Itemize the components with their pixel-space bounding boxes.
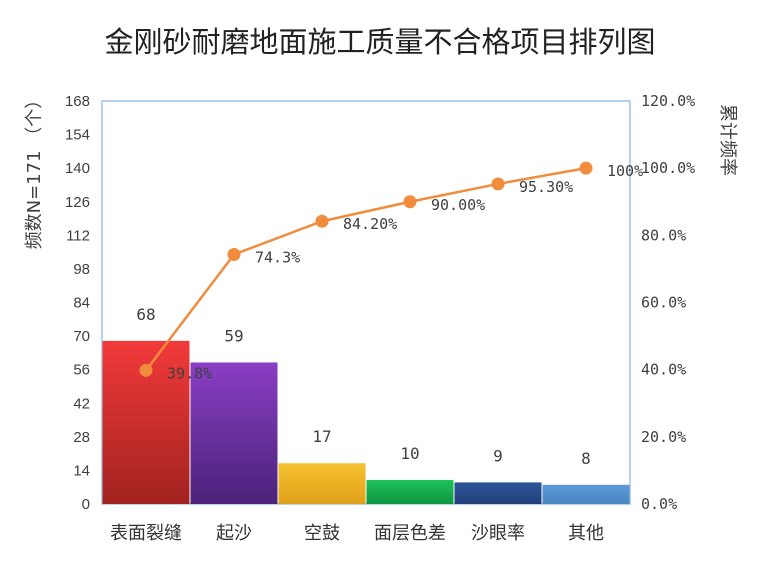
cumulative-point — [403, 195, 417, 209]
y2-tick-label: 40.0% — [641, 361, 686, 379]
y-tick-label: 98 — [73, 261, 90, 278]
y-tick-label: 112 — [66, 227, 90, 244]
cumulative-point — [139, 363, 153, 377]
bar-value-label: 59 — [224, 326, 243, 345]
percent-label: 84.20% — [343, 215, 397, 233]
category-label: 沙眼率 — [471, 523, 525, 544]
percent-label: 95.30% — [519, 178, 573, 196]
y2-axis-title: 累计频率 — [717, 104, 738, 176]
category-label: 表面裂缝 — [110, 523, 182, 544]
bar-value-label: 10 — [400, 444, 419, 463]
y-tick-label: 84 — [73, 295, 90, 312]
percent-label: 100% — [607, 162, 643, 180]
bar — [190, 362, 278, 504]
y-tick-label: 154 — [65, 127, 90, 144]
y-tick-label: 42 — [73, 395, 90, 412]
y-axis-title: 频数N=171 （个） — [24, 91, 45, 250]
y2-tick-label: 20.0% — [641, 428, 686, 446]
bar-value-label: 17 — [312, 427, 331, 446]
y-tick-label: 126 — [65, 194, 90, 211]
bar — [454, 482, 542, 504]
cumulative-point — [315, 214, 329, 228]
y-tick-label: 140 — [65, 160, 90, 177]
y2-tick-label: 80.0% — [641, 226, 686, 244]
bar — [366, 480, 454, 504]
cumulative-point — [491, 177, 505, 191]
category-label: 面层色差 — [374, 523, 446, 544]
percent-label: 90.00% — [431, 196, 485, 214]
bar — [278, 463, 366, 504]
bar-value-label: 8 — [581, 449, 591, 468]
cumulative-line — [145, 166, 587, 372]
percent-label: 39.8% — [167, 364, 212, 382]
percent-label: 74.3% — [255, 248, 300, 266]
y2-tick-label: 0.0% — [641, 495, 677, 513]
plot-frame — [101, 100, 631, 505]
cumulative-point — [227, 247, 241, 261]
cumulative-point — [579, 161, 593, 175]
y-tick-label: 0 — [82, 496, 90, 513]
y-tick-label: 70 — [73, 328, 90, 345]
chart-title: 金刚砂耐磨地面施工质量不合格项目排列图 — [104, 25, 655, 59]
category-label: 其他 — [568, 523, 604, 544]
y-tick-label: 168 — [65, 93, 90, 110]
y-tick-label: 14 — [73, 462, 90, 479]
y-tick-label: 56 — [73, 362, 90, 379]
bar-value-label: 68 — [136, 305, 155, 324]
bar — [542, 484, 630, 504]
y2-tick-label: 120.0% — [641, 92, 695, 110]
y-tick-label: 28 — [73, 429, 90, 446]
category-label: 空鼓 — [304, 523, 340, 544]
y2-tick-label: 100.0% — [641, 159, 695, 177]
category-label: 起沙 — [216, 523, 252, 544]
bar-value-label: 9 — [493, 446, 503, 465]
y2-tick-label: 60.0% — [641, 294, 686, 312]
